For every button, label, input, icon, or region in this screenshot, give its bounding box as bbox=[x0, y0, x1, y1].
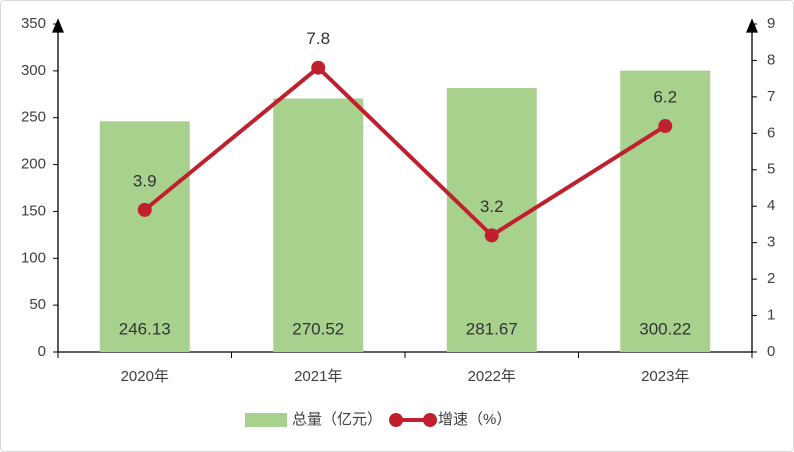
line-point bbox=[137, 202, 152, 217]
y2-tick-label: 6 bbox=[767, 124, 775, 141]
legend-swatch bbox=[423, 413, 438, 427]
axes bbox=[52, 18, 758, 352]
y-tick-label: 250 bbox=[21, 109, 46, 126]
line-value-label: 6.2 bbox=[653, 88, 677, 107]
y-tick-label: 0 bbox=[38, 343, 46, 360]
y-tick-label: 350 bbox=[21, 15, 46, 32]
x-tick-label: 2022年 bbox=[468, 368, 516, 385]
y-tick-label: 300 bbox=[21, 62, 46, 79]
y2-tick-label: 5 bbox=[767, 161, 775, 178]
legend-swatch bbox=[389, 413, 404, 427]
legend-label: 总量（亿元） bbox=[292, 411, 382, 428]
y2-tick-label: 2 bbox=[767, 270, 775, 287]
y2-axis-arrow bbox=[746, 18, 758, 33]
x-tick-label: 2020年 bbox=[121, 368, 169, 385]
line-value-label: 3.2 bbox=[480, 197, 504, 216]
y2-tick-label: 7 bbox=[767, 88, 775, 105]
bar bbox=[99, 121, 190, 352]
bar-value-label: 270.52 bbox=[292, 319, 344, 338]
y2-tick-label: 4 bbox=[767, 197, 775, 214]
y-tick-label: 100 bbox=[21, 249, 46, 266]
line-point bbox=[484, 228, 499, 243]
line-value-label: 3.9 bbox=[133, 171, 157, 190]
x-tick-label: 2021年 bbox=[294, 368, 342, 385]
bar-value-label: 300.22 bbox=[639, 319, 691, 338]
y2-tick-label: 8 bbox=[767, 51, 775, 68]
line-point bbox=[311, 60, 326, 75]
y-tick-label: 200 bbox=[21, 156, 46, 173]
y-axis-arrow bbox=[52, 18, 64, 33]
x-tick-label: 2023年 bbox=[641, 368, 689, 385]
legend-swatch bbox=[245, 413, 287, 427]
legend-label: 增速（%） bbox=[438, 411, 511, 428]
y2-tick-label: 1 bbox=[767, 307, 775, 324]
bar-value-label: 281.67 bbox=[466, 319, 518, 338]
line-value-label: 7.8 bbox=[306, 29, 330, 48]
y-tick-label: 50 bbox=[29, 296, 46, 313]
bar-value-label: 246.13 bbox=[119, 319, 171, 338]
line bbox=[143, 65, 667, 238]
bar bbox=[446, 88, 537, 352]
bar bbox=[273, 98, 364, 352]
y-tick-label: 150 bbox=[21, 202, 46, 219]
bar bbox=[620, 70, 711, 352]
y2-tick-label: 0 bbox=[767, 343, 775, 360]
y2-tick-label: 3 bbox=[767, 234, 775, 251]
line-point bbox=[658, 119, 673, 134]
y2-tick-label: 9 bbox=[767, 15, 775, 32]
